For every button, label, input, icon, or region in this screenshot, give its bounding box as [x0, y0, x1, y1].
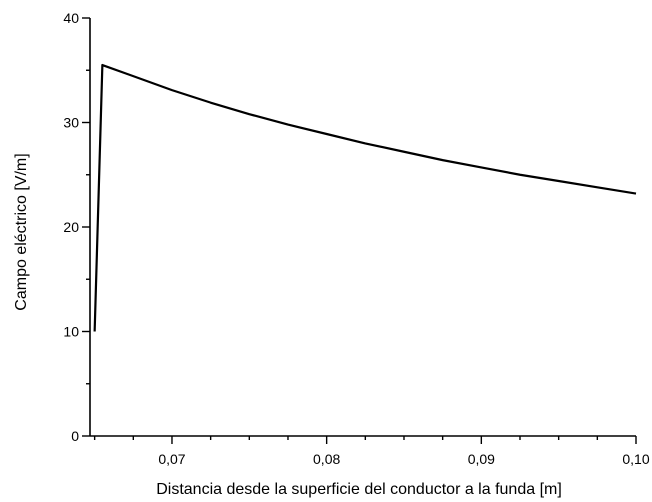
y-axis-title: Campo eléctrico [V/m]	[13, 153, 30, 310]
plot-area	[93, 63, 637, 332]
y-tick-label: 30	[63, 115, 79, 131]
y-axis-ticks: 0 10 20 30 40	[63, 10, 90, 444]
x-tick-label: 0,09	[468, 451, 495, 467]
x-tick-label: 0,07	[158, 451, 185, 467]
series-line	[93, 63, 637, 332]
y-tick-label: 20	[63, 219, 79, 235]
x-axis-title: Distancia desde la superficie del conduc…	[156, 481, 562, 498]
y-tick-label: 10	[63, 324, 79, 340]
y-tick-label: 40	[63, 10, 79, 26]
y-tick-label: 0	[71, 428, 79, 444]
x-tick-label: 0,08	[313, 451, 340, 467]
x-tick-label: 0,10	[622, 451, 649, 467]
x-axis-ticks: 0,07 0,08 0,09 0,10	[93, 436, 650, 467]
